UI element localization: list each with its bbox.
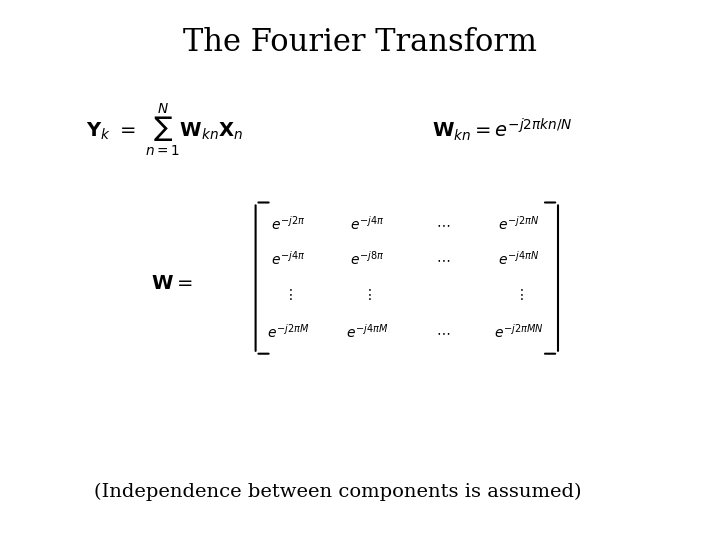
Text: $\mathbf{W}_{kn} = e^{-j2\pi kn/N}$: $\mathbf{W}_{kn} = e^{-j2\pi kn/N}$ xyxy=(432,116,572,143)
Text: $\vdots$: $\vdots$ xyxy=(362,287,372,302)
Text: $\mathbf{Y}_k \ = \ \sum_{n=1}^{N} \mathbf{W}_{kn}\mathbf{X}_n$: $\mathbf{Y}_k \ = \ \sum_{n=1}^{N} \math… xyxy=(86,102,244,158)
Text: The Fourier Transform: The Fourier Transform xyxy=(183,27,537,58)
Text: $\cdots$: $\cdots$ xyxy=(436,252,450,266)
Text: $e^{-j4\pi M}$: $e^{-j4\pi M}$ xyxy=(346,323,388,341)
Text: $e^{-j2\pi M}$: $e^{-j2\pi M}$ xyxy=(267,323,309,341)
Text: $e^{-j4\pi}$: $e^{-j4\pi}$ xyxy=(271,250,305,268)
Text: (Independence between components is assumed): (Independence between components is assu… xyxy=(94,482,581,501)
Text: $e^{-j8\pi}$: $e^{-j8\pi}$ xyxy=(350,250,384,268)
Text: $e^{-j2\pi}$: $e^{-j2\pi}$ xyxy=(271,215,305,233)
Text: $e^{-j4\pi N}$: $e^{-j4\pi N}$ xyxy=(498,250,539,268)
Text: $e^{-j2\pi MN}$: $e^{-j2\pi MN}$ xyxy=(494,323,543,341)
Text: $\cdots$: $\cdots$ xyxy=(436,325,450,339)
Text: $\vdots$: $\vdots$ xyxy=(283,287,293,302)
Text: $e^{-j4\pi}$: $e^{-j4\pi}$ xyxy=(350,215,384,233)
Text: $e^{-j2\pi N}$: $e^{-j2\pi N}$ xyxy=(498,215,539,233)
Text: $\mathbf{W} =$: $\mathbf{W} =$ xyxy=(151,274,193,293)
Text: $\cdots$: $\cdots$ xyxy=(436,217,450,231)
Text: $\vdots$: $\vdots$ xyxy=(513,287,523,302)
